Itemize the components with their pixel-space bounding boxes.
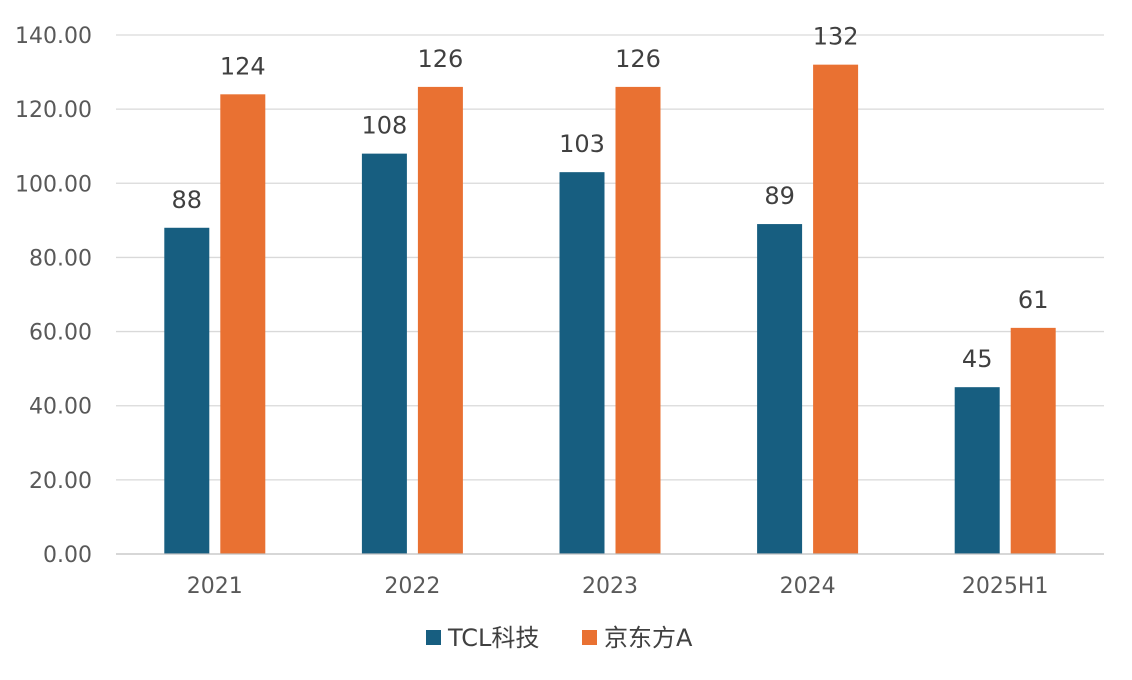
- y-tick-label: 100.00: [15, 172, 92, 197]
- x-tick-label: 2024: [780, 574, 836, 599]
- y-tick-label: 40.00: [29, 395, 92, 420]
- legend-label: 京东方A: [604, 624, 693, 652]
- bar-2025H1-series-0: [954, 387, 1000, 554]
- data-label: 103: [559, 130, 605, 158]
- data-label: 126: [417, 45, 463, 73]
- data-label: 89: [764, 182, 795, 210]
- y-tick-label: 20.00: [29, 469, 92, 494]
- data-label: 126: [615, 45, 661, 73]
- legend: TCL科技 京东方A: [426, 624, 693, 652]
- y-tick-label: 60.00: [29, 321, 92, 346]
- bar-2022-series-1: [417, 86, 463, 555]
- x-axis-tick-labels: 2021 2022 2023 2024 2025H1: [187, 574, 1049, 599]
- bar-2021-series-0: [164, 227, 210, 554]
- data-label: 61: [1018, 286, 1049, 314]
- x-tick-label: 2025H1: [962, 574, 1049, 599]
- y-axis-tick-labels: 0.00 20.00 40.00 60.00 80.00 100.00 120.00 140.…: [15, 24, 92, 568]
- data-label: 108: [361, 112, 407, 140]
- bar-2023-series-0: [559, 172, 605, 554]
- bars: [164, 64, 1056, 555]
- x-tick-label: 2021: [187, 574, 243, 599]
- data-label: 45: [962, 345, 993, 373]
- bar-2024-series-0: [757, 224, 803, 555]
- gridlines: [116, 34, 1104, 481]
- bar-2021-series-1: [220, 94, 266, 555]
- x-tick-label: 2022: [384, 574, 440, 599]
- data-label: 124: [220, 52, 266, 80]
- y-tick-label: 0.00: [43, 543, 92, 568]
- bar-2023-series-1: [615, 86, 661, 555]
- legend-swatch: [426, 630, 441, 645]
- bar-2022-series-0: [361, 153, 407, 554]
- y-tick-label: 80.00: [29, 246, 92, 271]
- legend-label: TCL科技: [447, 624, 539, 652]
- data-label: 132: [813, 23, 859, 51]
- x-tick-label: 2023: [582, 574, 638, 599]
- data-label: 88: [172, 186, 203, 214]
- y-tick-label: 120.00: [15, 98, 92, 123]
- legend-swatch: [582, 630, 597, 645]
- data-labels: 88 124 108 126 103 126 89 132 45 61: [172, 23, 1049, 374]
- bar-2024-series-1: [813, 64, 859, 555]
- y-tick-label: 140.00: [15, 24, 92, 49]
- bar-2025H1-series-1: [1010, 327, 1056, 554]
